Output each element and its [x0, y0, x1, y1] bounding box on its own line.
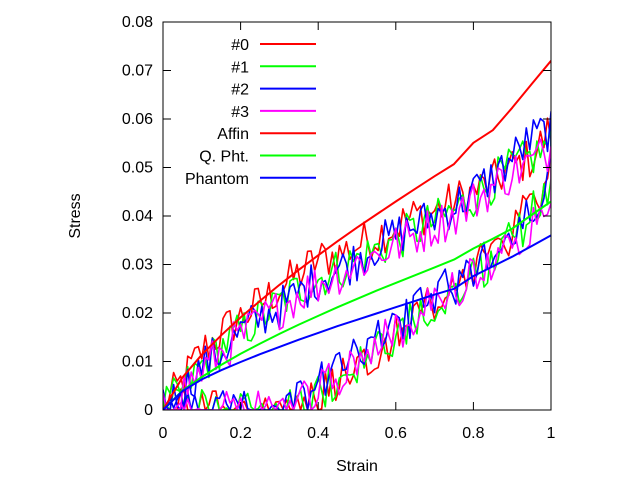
y-tick-label: 0.05: [122, 160, 153, 177]
legend-label: #0: [231, 37, 249, 54]
legend-label: Affin: [217, 126, 249, 143]
y-tick-label: 0.03: [122, 257, 153, 274]
legend-label: #3: [231, 104, 249, 121]
series-line-6: [163, 234, 551, 410]
y-axis-label: Stress: [67, 193, 84, 238]
x-axis-label: Strain: [336, 458, 378, 475]
legend-label: Phantom: [185, 171, 249, 188]
y-tick-label: 0.02: [122, 305, 153, 322]
y-tick-label: 0.08: [122, 14, 153, 31]
y-tick-label: 0.07: [122, 63, 153, 80]
x-tick-label: 1: [547, 425, 556, 442]
x-tick-label: 0.2: [229, 425, 251, 442]
ticks-layer: 0 0.2 0.4 0.6 0.8 1 0 0.01 0.02 0.03 0.04 0.05 0.06 0…: [122, 14, 556, 442]
legend-label: #1: [231, 59, 249, 76]
series-line-5: [163, 200, 551, 410]
series-line-4: [163, 60, 551, 410]
legend-label: Q. Pht.: [199, 149, 249, 166]
y-tick-label: 0.06: [122, 111, 153, 128]
y-tick-label: 0.01: [122, 354, 153, 371]
x-tick-label: 0: [159, 425, 168, 442]
x-tick-label: 0.4: [307, 425, 329, 442]
y-tick-label: 0.04: [122, 208, 153, 225]
series-layer: [163, 60, 551, 410]
series-line-1: [163, 124, 551, 410]
x-tick-label: 0.6: [385, 425, 407, 442]
legend-label: #2: [231, 82, 249, 99]
x-tick-label: 0.8: [462, 425, 484, 442]
legend: #0 #1 #2 #3 Affin Q. Pht. Phantom: [185, 37, 316, 188]
y-tick-label: 0: [144, 402, 153, 419]
series-line-3: [163, 138, 551, 410]
